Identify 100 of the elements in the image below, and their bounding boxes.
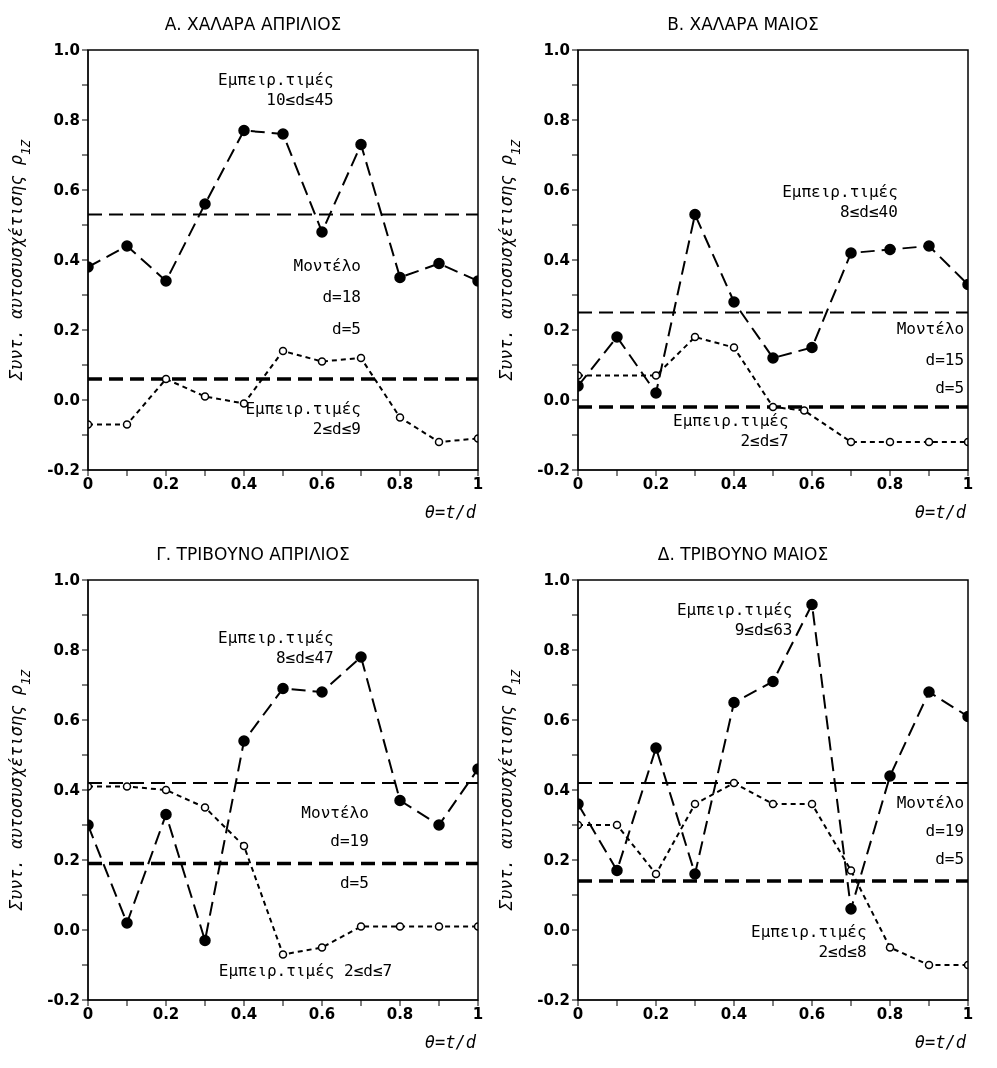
- x-tick-label: 0.4: [720, 474, 748, 493]
- point: [395, 922, 405, 931]
- x-tick-label: 0.2: [642, 474, 670, 493]
- y-tick-label: 0.8: [543, 641, 570, 660]
- annotation: d=15: [925, 350, 965, 369]
- x-tick-label: 0.2: [642, 1004, 670, 1023]
- x-axis-title: θ=t/d: [424, 1032, 477, 1052]
- point: [355, 138, 367, 151]
- y-tick-label: 0.4: [53, 251, 80, 270]
- point: [768, 402, 778, 412]
- point: [689, 208, 701, 221]
- x-tick-label: 0: [82, 474, 94, 493]
- point: [160, 275, 172, 287]
- y-tick-label: 0.2: [53, 851, 80, 870]
- point: [728, 296, 740, 308]
- y-tick-label: 0.8: [53, 111, 80, 130]
- x-axis-title: θ=t/d: [914, 1032, 967, 1052]
- x-tick-label: 1: [472, 474, 484, 493]
- point: [434, 922, 444, 931]
- x-tick-label: 1: [962, 474, 974, 493]
- point: [806, 341, 818, 354]
- x-tick-label: 0: [82, 1004, 94, 1023]
- chart-title: Β. ΧΑΛΑΡΑ ΜΑΙΟΣ: [666, 13, 820, 36]
- point: [317, 943, 327, 952]
- point: [729, 778, 739, 788]
- point: [767, 352, 779, 364]
- point: [690, 799, 700, 809]
- point: [277, 682, 289, 695]
- y-tick-label: 0.0: [543, 921, 570, 940]
- annotation: d=5: [935, 378, 965, 397]
- x-axis-title: θ=t/d: [424, 502, 477, 522]
- series-label: Εμπειρ.τιμές 2≤d≤8: [751, 922, 867, 961]
- point: [200, 392, 210, 401]
- y-tick-label: 0.0: [543, 391, 570, 410]
- point: [200, 803, 210, 812]
- x-tick-label: 0.2: [152, 1004, 180, 1023]
- y-tick-label: 0.4: [543, 781, 570, 800]
- annotation: d=5: [332, 318, 361, 338]
- y-tick-label: -0.2: [47, 991, 80, 1010]
- point: [356, 922, 366, 931]
- y-tick-label: 0.6: [53, 181, 80, 200]
- chart-title: Α. ΧΑΛΑΡΑ ΑΠΡΙΛΙΟΣ: [163, 13, 343, 36]
- x-tick-label: 0.2: [152, 474, 180, 493]
- y-tick-label: 0.0: [53, 391, 80, 410]
- point: [799, 406, 809, 415]
- x-tick-label: 1: [962, 1004, 974, 1023]
- point: [433, 819, 445, 831]
- annotation: Μοντέλο: [896, 318, 965, 338]
- annotation: Μοντέλο: [896, 792, 965, 812]
- point: [394, 271, 406, 284]
- point: [160, 808, 172, 821]
- y-tick-label: 1.0: [53, 41, 80, 60]
- series-label: Εμπειρ.τιμές 2≤d≤7: [673, 411, 789, 451]
- point: [806, 598, 818, 611]
- x-tick-label: 1: [472, 1004, 484, 1023]
- point: [121, 917, 133, 929]
- point: [924, 960, 934, 970]
- y-tick-label: 0.2: [543, 321, 570, 340]
- point: [355, 651, 367, 663]
- y-tick-label: 0.2: [53, 321, 80, 340]
- annotation: d=18: [322, 287, 361, 306]
- point: [690, 332, 700, 342]
- point: [884, 770, 896, 782]
- point: [923, 686, 935, 698]
- point: [846, 866, 856, 875]
- x-tick-label: 0.6: [798, 474, 826, 493]
- point: [316, 226, 328, 238]
- point: [238, 735, 250, 747]
- point: [885, 437, 895, 447]
- y-tick-label: -0.2: [537, 461, 570, 480]
- point: [395, 413, 405, 422]
- point: [845, 903, 857, 915]
- point: [846, 437, 856, 447]
- point: [924, 437, 934, 447]
- point: [923, 240, 935, 252]
- point: [651, 869, 661, 879]
- point: [277, 128, 289, 140]
- y-tick-label: 0.4: [53, 781, 80, 800]
- point: [767, 675, 779, 688]
- y-tick-label: 0.8: [53, 641, 80, 660]
- annotation: d=19: [330, 831, 369, 850]
- point: [356, 353, 366, 363]
- point: [317, 357, 327, 366]
- point: [650, 387, 662, 399]
- x-tick-label: 0.6: [798, 1004, 826, 1023]
- annotation: d=5: [339, 873, 369, 892]
- series-label: Εμπειρ.τιμές 8≤d≤40: [782, 182, 898, 221]
- x-tick-label: 0.8: [876, 474, 904, 493]
- point: [199, 198, 211, 210]
- x-tick-label: 0.4: [720, 1004, 748, 1023]
- chart-title: Γ. ΤΡΙΒΟΥΝΟ ΑΠΡΙΛΙΟΣ: [155, 543, 351, 566]
- y-tick-label: 1.0: [53, 571, 80, 590]
- annotation: d=19: [925, 820, 965, 840]
- point: [434, 437, 444, 447]
- point: [611, 331, 623, 343]
- point: [122, 782, 132, 791]
- x-tick-label: 0: [572, 1004, 584, 1023]
- point: [768, 799, 778, 809]
- series-label: Εμπειρ.τιμές 8≤d≤47: [218, 628, 334, 667]
- point: [316, 686, 328, 698]
